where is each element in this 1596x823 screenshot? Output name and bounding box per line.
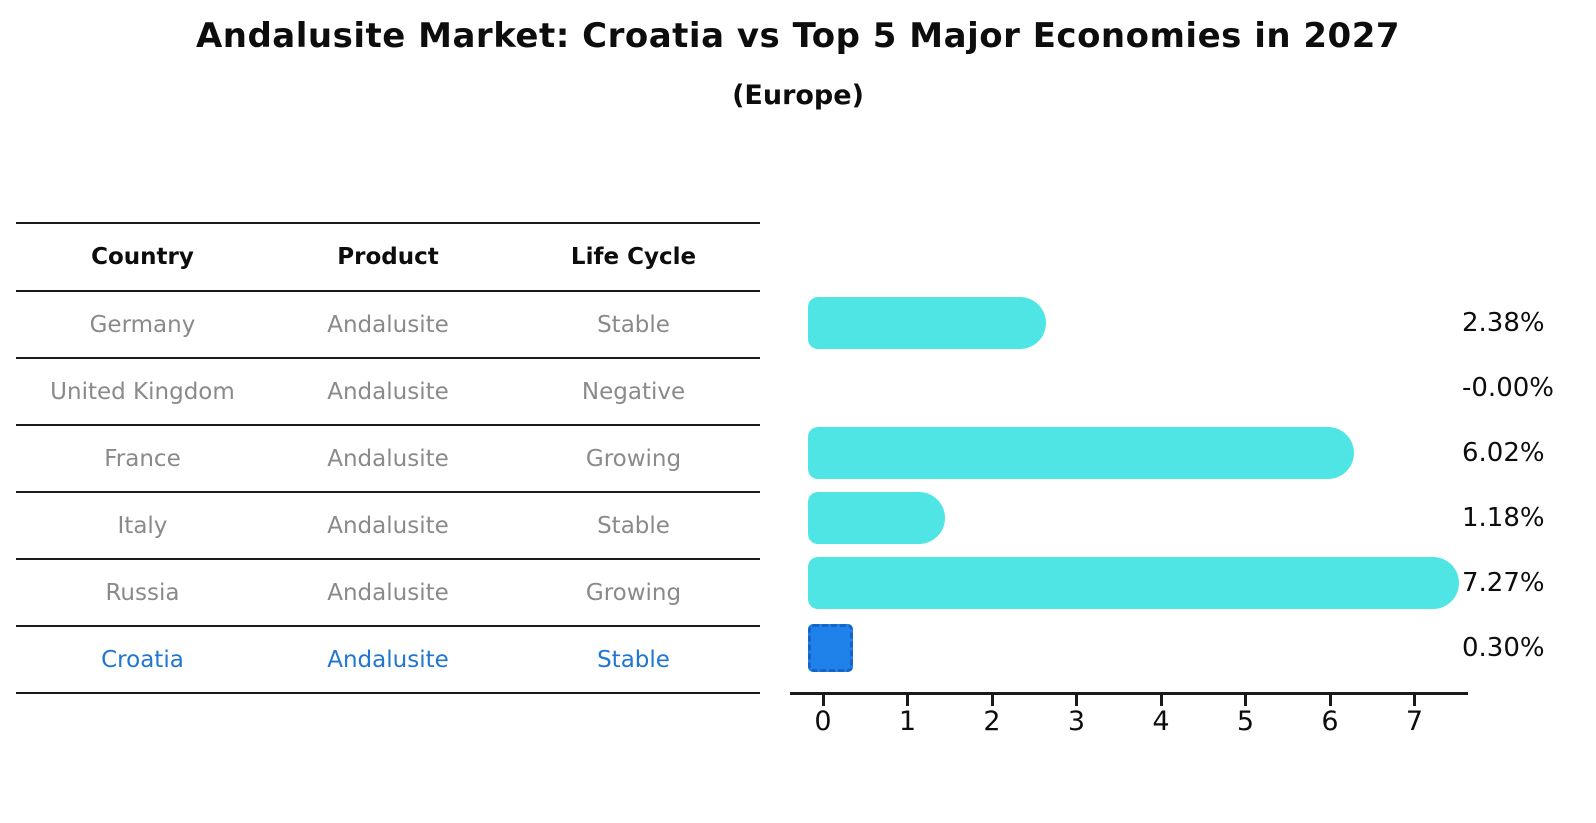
x-axis-tick-label: 3 — [1067, 706, 1086, 737]
highlight-bar — [808, 623, 854, 672]
x-axis-tick-label: 4 — [1152, 706, 1170, 737]
column-header: Product — [337, 244, 439, 270]
country-cell: Russia — [105, 579, 180, 606]
page-title: Andalusite Market: Croatia vs Top 5 Majo… — [195, 16, 1401, 56]
product-cell: Andalusite — [327, 579, 449, 606]
x-axis-tick-mark — [1159, 694, 1163, 706]
bar-value-label: 7.27% — [1462, 567, 1545, 598]
bar-value-label: 1.18% — [1462, 502, 1545, 533]
life-cycle-cell: Stable — [597, 311, 670, 338]
country-cell: France — [104, 445, 181, 472]
page-subtitle: (Europe) — [732, 80, 864, 111]
bar — [808, 426, 1354, 479]
country-cell: Croatia — [101, 646, 184, 673]
table-row: Russia Andalusite Growing — [16, 560, 760, 627]
x-axis-tick-label: 6 — [1321, 706, 1339, 737]
x-axis-tick-label: 2 — [983, 706, 1001, 737]
country-cell: United Kingdom — [50, 378, 235, 405]
life-cycle-cell: Stable — [597, 512, 670, 539]
bar-value-label: -0.00% — [1462, 372, 1554, 403]
bar-value-label: 0.30% — [1462, 632, 1545, 663]
product-cell: Andalusite — [327, 311, 449, 338]
x-axis-tick-label: 1 — [898, 706, 917, 737]
country-cell: Italy — [117, 512, 168, 539]
x-axis-tick-mark — [1413, 694, 1416, 706]
product-cell: Andalusite — [327, 646, 449, 673]
table-header-row: Country Product Life Cycle — [16, 224, 760, 292]
life-cycle-cell: Growing — [585, 579, 682, 606]
column-header: Life Cycle — [570, 244, 697, 270]
bar — [808, 556, 1460, 609]
table-row: Germany Andalusite Stable — [16, 292, 760, 359]
country-cell: Germany — [89, 311, 196, 338]
x-axis-line — [790, 692, 1468, 695]
x-axis-tick-label: 5 — [1236, 706, 1255, 737]
product-cell: Andalusite — [327, 378, 449, 405]
life-cycle-cell: Growing — [585, 445, 682, 472]
x-axis-tick-mark — [1328, 694, 1332, 706]
life-cycle-cell: Stable — [597, 646, 670, 673]
x-axis-tick-mark — [821, 694, 825, 706]
table-row: Croatia Andalusite Stable — [16, 627, 760, 694]
table-body: Germany Andalusite Stable United Kingdom And… — [16, 292, 760, 694]
x-axis-tick-mark — [906, 694, 909, 706]
bar — [808, 491, 945, 544]
bar — [808, 296, 1047, 349]
x-axis-tick-label: 0 — [814, 706, 832, 737]
table-row: United Kingdom Andalusite Negative — [16, 359, 760, 426]
life-cycle-cell: Negative — [581, 378, 686, 405]
x-axis-tick-mark — [1075, 694, 1078, 706]
x-axis-tick-mark — [1244, 694, 1247, 706]
country-table: Country Product Life Cycle Germany Andalusi… — [16, 222, 760, 694]
column-header: Country — [91, 244, 194, 270]
x-axis-tick-mark — [990, 694, 994, 706]
table-row: France Andalusite Growing — [16, 426, 760, 493]
bar-value-label: 2.38% — [1462, 307, 1545, 338]
product-cell: Andalusite — [327, 445, 449, 472]
bar-value-label: 6.02% — [1462, 437, 1545, 468]
table-row: Italy Andalusite Stable — [16, 493, 760, 560]
x-axis-tick-label: 7 — [1405, 706, 1424, 737]
product-cell: Andalusite — [327, 512, 449, 539]
